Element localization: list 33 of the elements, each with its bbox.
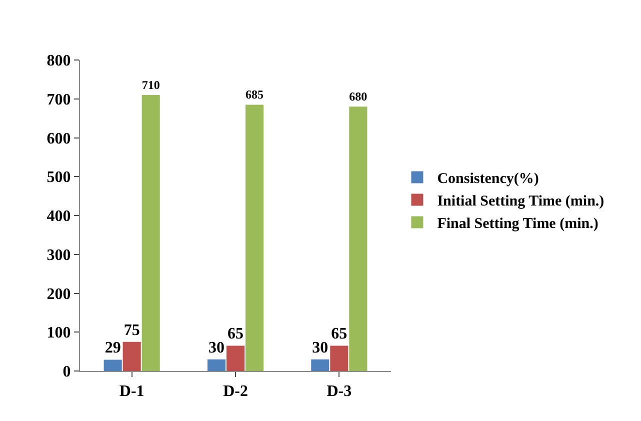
data-label: 65 xyxy=(228,326,244,343)
data-label: 65 xyxy=(331,326,348,343)
bar xyxy=(142,94,160,371)
x-tick-label: D-1 xyxy=(119,383,144,400)
data-label: 680 xyxy=(349,90,368,104)
data-label: 685 xyxy=(245,88,264,102)
y-tick-label: 300 xyxy=(46,246,71,264)
bar xyxy=(349,106,368,371)
data-label: 29 xyxy=(104,340,121,357)
y-tick-label: 500 xyxy=(46,169,71,186)
bar xyxy=(330,346,348,371)
data-label: 710 xyxy=(142,78,160,92)
bar xyxy=(311,359,330,371)
bar xyxy=(122,342,141,371)
y-tick-label: 400 xyxy=(46,208,71,226)
y-tick-label: 100 xyxy=(46,324,71,342)
legend-label: Initial Setting Time (min.) xyxy=(437,194,604,210)
bar xyxy=(245,104,264,371)
data-label: 75 xyxy=(124,322,140,339)
x-tick-label: D-3 xyxy=(326,383,352,400)
y-tick-label: 700 xyxy=(46,91,71,108)
bar xyxy=(104,360,122,371)
y-tick-label: 800 xyxy=(46,52,71,70)
data-label: 30 xyxy=(312,339,328,356)
legend-label: Consistency(%) xyxy=(437,171,539,188)
data-label: 30 xyxy=(208,339,224,356)
y-tick-label: 200 xyxy=(46,286,71,303)
x-tick-label: D-2 xyxy=(223,383,248,400)
y-tick-label: 0 xyxy=(62,364,71,381)
bar xyxy=(207,359,226,371)
legend-label: Final Setting Time (min.) xyxy=(437,216,598,232)
bar xyxy=(226,346,245,371)
y-tick-label: 600 xyxy=(46,130,71,148)
